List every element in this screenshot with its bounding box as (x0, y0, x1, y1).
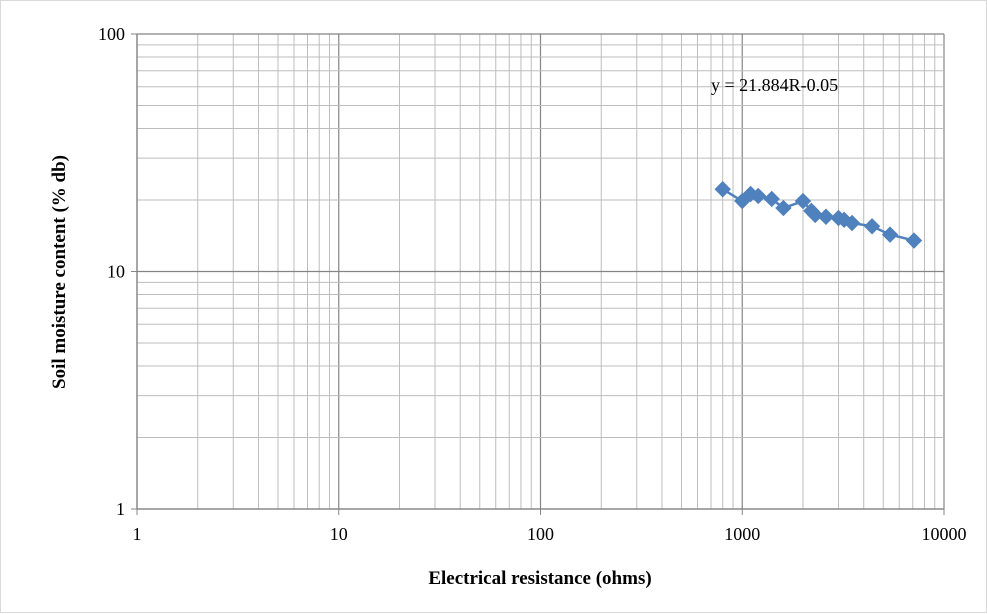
data-point-marker (843, 214, 861, 232)
tick-labels: 1 10 100 1000 10000 1 10 100 (98, 24, 967, 544)
y-tick-label: 100 (98, 24, 125, 44)
data-point-marker (881, 226, 899, 243)
trendline-equation: y = 21.884R-0.05 (711, 75, 838, 95)
data-point-marker (807, 206, 824, 224)
y-axis-title: Soil moisture content (% db) (49, 155, 70, 389)
data-point-marker (905, 232, 923, 249)
x-tick-label: 10 (330, 524, 348, 544)
data-point-marker (817, 208, 835, 225)
x-tick-label: 100 (527, 524, 554, 544)
data-point-marker (775, 199, 792, 217)
x-tick-label: 1 (133, 524, 142, 544)
y-tick-label: 10 (107, 262, 125, 282)
x-axis-title: Electrical resistance (ohms) (428, 568, 651, 589)
x-tick-label: 10000 (922, 524, 967, 544)
data-point-marker (750, 187, 767, 205)
gridlines (131, 33, 945, 515)
y-tick-label: 1 (116, 499, 125, 519)
data-point-marker (794, 192, 812, 210)
data-point-marker (714, 181, 731, 198)
data-series (714, 181, 923, 249)
data-point-marker (863, 218, 881, 235)
x-tick-label: 1000 (724, 524, 760, 544)
data-point-marker (763, 190, 780, 208)
